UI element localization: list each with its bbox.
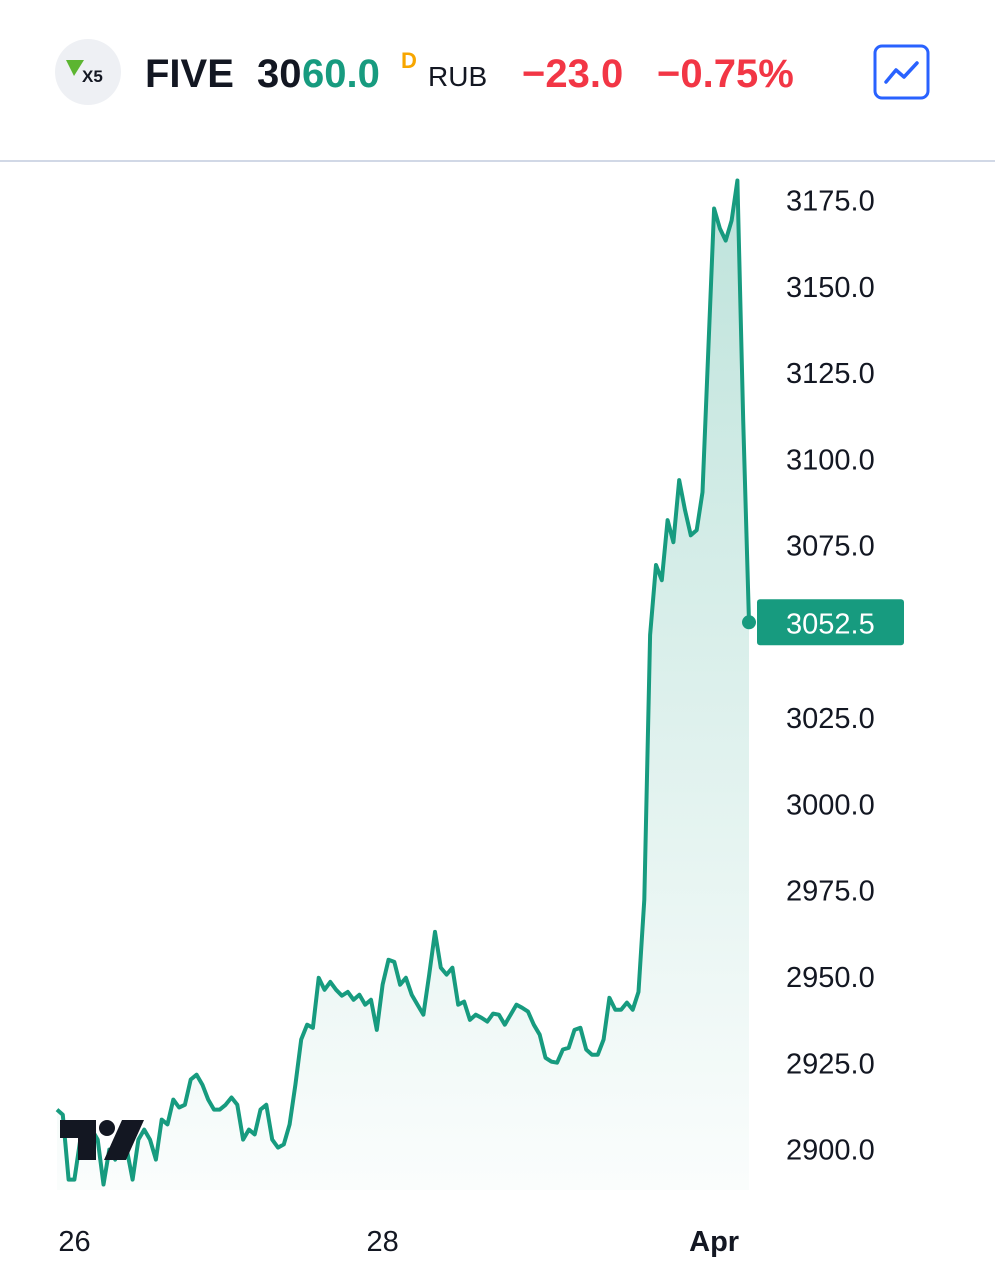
price-line xyxy=(55,178,751,1187)
tv-logo-dot xyxy=(99,1120,115,1136)
last-price-dot xyxy=(742,615,756,630)
chart-type-button[interactable] xyxy=(873,44,930,100)
y-tick-label: 3025.0 xyxy=(786,703,875,735)
change: −23.0 xyxy=(522,52,623,96)
area-fill xyxy=(57,180,749,1190)
logo-leaf xyxy=(66,60,84,76)
y-tick-label: 3000.0 xyxy=(786,789,875,821)
chart-type-icon xyxy=(884,61,919,84)
price-prefix: 30 xyxy=(257,52,302,96)
symbol: FIVE xyxy=(145,52,234,96)
tv-logo-v xyxy=(104,1120,144,1160)
x-tick-label: 28 xyxy=(367,1226,399,1258)
y-tick-label: 3125.0 xyxy=(786,358,875,390)
tv-logo-t xyxy=(60,1120,96,1160)
tradingview-logo xyxy=(60,1120,144,1160)
x-tick-label: Apr xyxy=(689,1226,739,1258)
logo-circle xyxy=(55,39,121,105)
y-tick-label: 2975.0 xyxy=(786,876,875,908)
header: X5 FIVE 30 60.0 D RUB −23.0 −0.75% xyxy=(0,39,995,162)
y-tick-label: 3075.0 xyxy=(786,531,875,563)
change-percent: −0.75% xyxy=(657,52,794,96)
y-tick-label: 3100.0 xyxy=(786,444,875,476)
y-tick-label: 3175.0 xyxy=(786,186,875,218)
last-price-box xyxy=(757,599,904,646)
logo-text: X5 xyxy=(82,67,103,86)
y-tick-label: 3150.0 xyxy=(786,272,875,304)
plot: 2900.02925.02950.02975.03000.03025.03050… xyxy=(55,178,904,1258)
y-tick-label: 2925.0 xyxy=(786,1048,875,1080)
x-tick-label: 26 xyxy=(58,1226,90,1258)
currency: RUB xyxy=(428,61,487,92)
y-tick-label: 2950.0 xyxy=(786,962,875,994)
price-highlight: 60.0 xyxy=(302,52,380,96)
interval: D xyxy=(401,48,417,73)
y-tick-label: 2900.0 xyxy=(786,1135,875,1167)
last-price-label: 3052.5 xyxy=(786,608,875,640)
